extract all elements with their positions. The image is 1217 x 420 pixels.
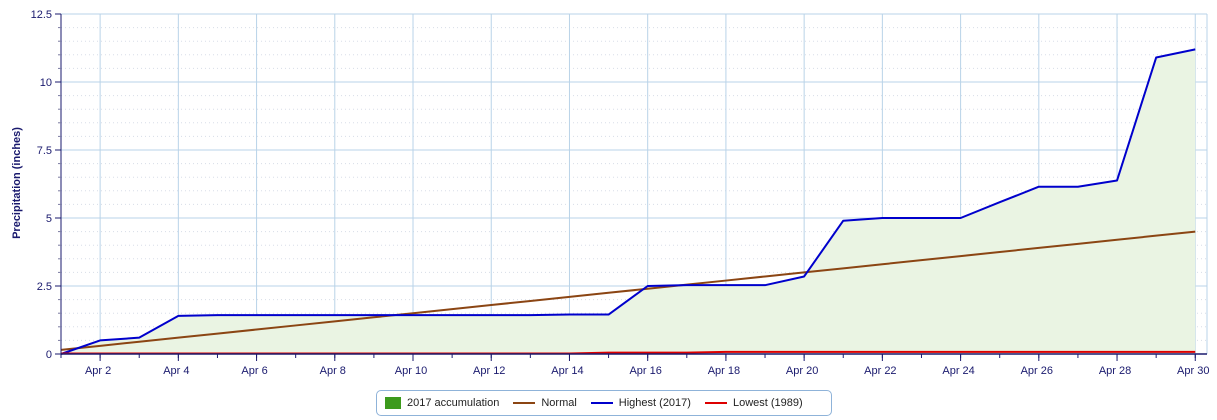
y-axis-label: Precipitation (inches) xyxy=(11,127,23,239)
legend-item-lowest-1989[interactable]: Lowest (1989) xyxy=(704,397,803,409)
x-tick-label: Apr 22 xyxy=(864,365,896,377)
x-tick-label: Apr 20 xyxy=(786,365,818,377)
legend-label-highest-2017: Highest (2017) xyxy=(618,397,691,409)
legend-swatch-lowest-1989 xyxy=(704,402,727,404)
grid xyxy=(61,13,1208,355)
x-tick-label: Apr 2 xyxy=(85,365,111,377)
line-normal xyxy=(60,230,1196,351)
y-tick-label: 5 xyxy=(46,213,52,225)
x-tick-label: Apr 16 xyxy=(629,365,661,377)
x-tick-label: Apr 10 xyxy=(395,365,427,377)
area-2017-accumulation xyxy=(61,49,1196,355)
x-tick-label: Apr 6 xyxy=(241,365,267,377)
y-tick-label: 7.5 xyxy=(37,145,52,157)
legend-label-normal: Normal xyxy=(541,397,577,409)
x-tick-label: Apr 30 xyxy=(1177,365,1209,377)
area-layer xyxy=(61,49,1196,355)
legend-item-2017-accumulation[interactable]: 2017 accumulation xyxy=(385,397,499,409)
legend-item-highest-2017[interactable]: Highest (2017) xyxy=(590,397,691,409)
y-tick-label: 10 xyxy=(40,77,52,89)
x-tick-label: Apr 24 xyxy=(942,365,974,377)
y-tick-label: 12.5 xyxy=(31,9,52,21)
x-tick-label: Apr 12 xyxy=(473,365,505,377)
x-tick-label: Apr 4 xyxy=(163,365,189,377)
legend-swatch-2017-accumulation xyxy=(385,397,401,409)
legend-swatch-normal xyxy=(513,402,536,404)
legend: 2017 accumulation Normal Highest (2017) … xyxy=(376,390,832,416)
y-tick-label: 0 xyxy=(46,349,52,361)
x-tick-label: Apr 26 xyxy=(1021,365,1053,377)
legend-label-2017-accumulation: 2017 accumulation xyxy=(407,397,500,409)
line-highest-2017 xyxy=(60,48,1196,355)
x-tick-label: Apr 28 xyxy=(1099,365,1131,377)
axes: 0 2.5 5 7.5 10 12.5 Apr 2 Apr 4 Apr 6 Apr 8 Apr 10… xyxy=(31,9,1210,377)
legend-item-normal[interactable]: Normal xyxy=(513,397,577,409)
x-tick-label: Apr 18 xyxy=(708,365,740,377)
y-tick-label: 2.5 xyxy=(37,281,52,293)
legend-label-lowest-1989: Lowest (1989) xyxy=(732,397,803,409)
x-tick-label: Apr 8 xyxy=(320,365,346,377)
legend-swatch-highest-2017 xyxy=(590,402,613,404)
x-tick-label: Apr 14 xyxy=(551,365,583,377)
